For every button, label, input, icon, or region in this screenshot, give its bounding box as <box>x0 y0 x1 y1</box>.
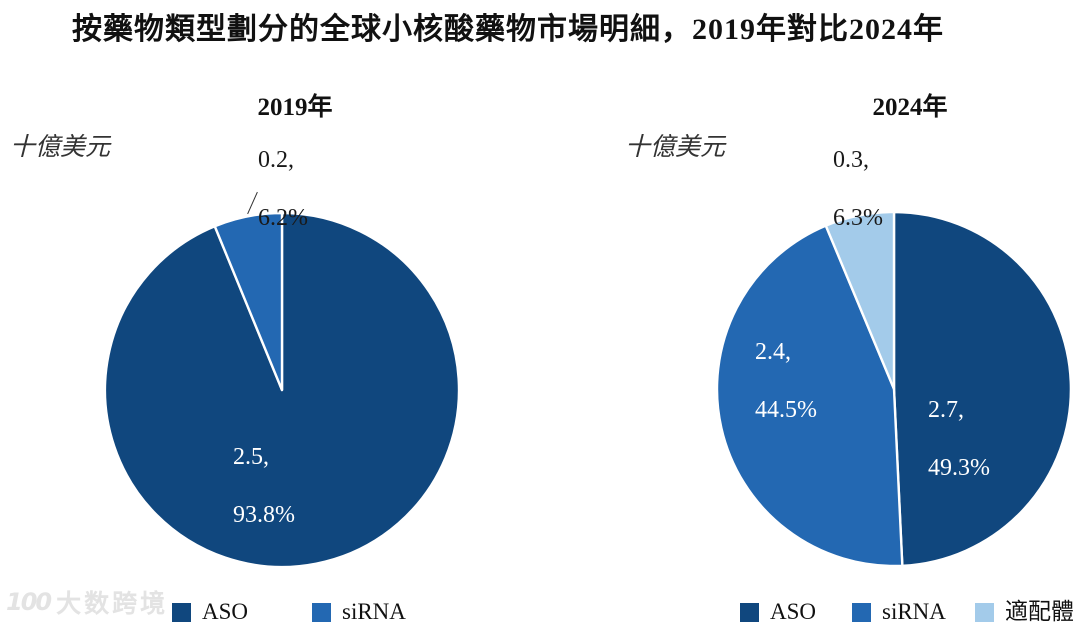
pie-chart-2019 <box>103 211 461 569</box>
legend-swatch-aso <box>740 602 759 622</box>
watermark-text: 大数跨境 <box>56 589 169 618</box>
pie-slice-siRNA <box>715 224 904 568</box>
slice-percent-2024-aptamer: 6.3% <box>833 205 883 231</box>
legend-swatch-aso <box>172 602 191 622</box>
pie-slice-ASO <box>892 210 1073 567</box>
slice-percent-2024-aso: 49.3% <box>928 455 990 481</box>
slice-value-2024-sirna: 2.4, <box>755 339 791 365</box>
watermark: 100 大数跨境 <box>6 584 168 620</box>
slice-percent-2024-sirna: 44.5% <box>755 397 817 423</box>
chart-title: 按藥物類型劃分的全球小核酸藥物市場明細，2019年對比2024年 <box>72 13 944 46</box>
legend-swatch-sirna <box>852 602 871 622</box>
slice-value-2019-aso: 2.5, <box>233 444 269 470</box>
slice-label-2024-aso: 2.7, 49.3% <box>928 396 990 483</box>
pie-slice-適配體 <box>824 210 896 391</box>
legend-item-2024-aptamer: 適配體 <box>975 599 1074 624</box>
legend-item-2024-aso: ASO <box>740 599 817 624</box>
slice-value-2024-aptamer: 0.3, <box>833 147 869 173</box>
legend-item-2024-sirna: siRNA <box>852 599 946 624</box>
slice-label-2019-sirna: 0.2, 6.2% <box>258 146 308 233</box>
legend-swatch-sirna <box>312 602 331 622</box>
legend-item-2019-sirna: siRNA <box>312 599 406 624</box>
legend-label-sirna: siRNA <box>342 599 406 624</box>
unit-label-2024: 十億美元 <box>625 134 726 161</box>
legend-swatch-aptamer <box>975 602 994 622</box>
legend-label-aptamer: 適配體 <box>1005 599 1074 624</box>
slice-label-2019-aso: 2.5, 93.8% <box>233 443 295 530</box>
pie-chart-2024 <box>715 210 1073 568</box>
legend-label-aso: ASO <box>202 599 249 624</box>
pie-slice-siRNA <box>213 211 284 392</box>
legend-item-2019-aso: ASO <box>172 599 249 624</box>
legend-label-aso: ASO <box>770 599 817 624</box>
year-header-2019: 2019年 <box>257 94 333 121</box>
watermark-logo: 100 <box>6 588 52 616</box>
slice-label-2024-sirna: 2.4, 44.5% <box>755 338 817 425</box>
slice-value-2024-aso: 2.7, <box>928 397 964 423</box>
year-header-2024: 2024年 <box>872 94 948 121</box>
legend-label-sirna: siRNA <box>882 599 946 624</box>
slice-percent-2019-sirna: 6.2% <box>258 205 308 231</box>
slice-label-2024-aptamer: 0.3, 6.3% <box>833 146 883 233</box>
slice-percent-2019-aso: 93.8% <box>233 502 295 528</box>
unit-label-2019: 十億美元 <box>10 134 111 161</box>
slice-value-2019-sirna: 0.2, <box>258 147 294 173</box>
